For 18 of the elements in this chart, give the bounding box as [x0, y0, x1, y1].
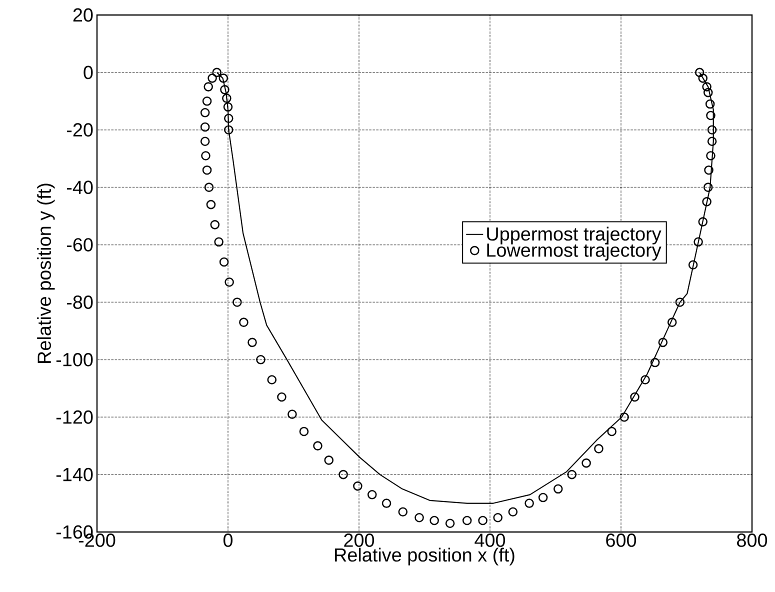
x-tick-label: 0 — [223, 534, 233, 547]
y-tick-label: 0 — [84, 66, 93, 80]
y-tick-label: -120 — [56, 410, 93, 424]
x-axis-title: Relative position x (ft) — [335, 548, 514, 566]
y-tick-label: -40 — [66, 180, 93, 194]
y-tick-label: -60 — [66, 238, 93, 252]
x-tick-label: 400 — [474, 534, 506, 547]
x-tick-label: 800 — [737, 534, 768, 547]
y-axis-title: Relative position y (ft) — [37, 184, 55, 363]
y-tick-label: -80 — [66, 296, 93, 309]
y-tick-label: 20 — [73, 8, 93, 22]
y-tick-label: -20 — [66, 123, 93, 137]
x-tick-label: 600 — [606, 534, 636, 547]
x-tick-label: 200 — [344, 534, 374, 547]
legend-label: Uppermost trajectory — [487, 226, 662, 244]
legend-label: Lowermost trajectory — [487, 242, 662, 261]
y-tick-label: -100 — [56, 352, 93, 366]
y-tick-label: -140 — [56, 468, 93, 482]
